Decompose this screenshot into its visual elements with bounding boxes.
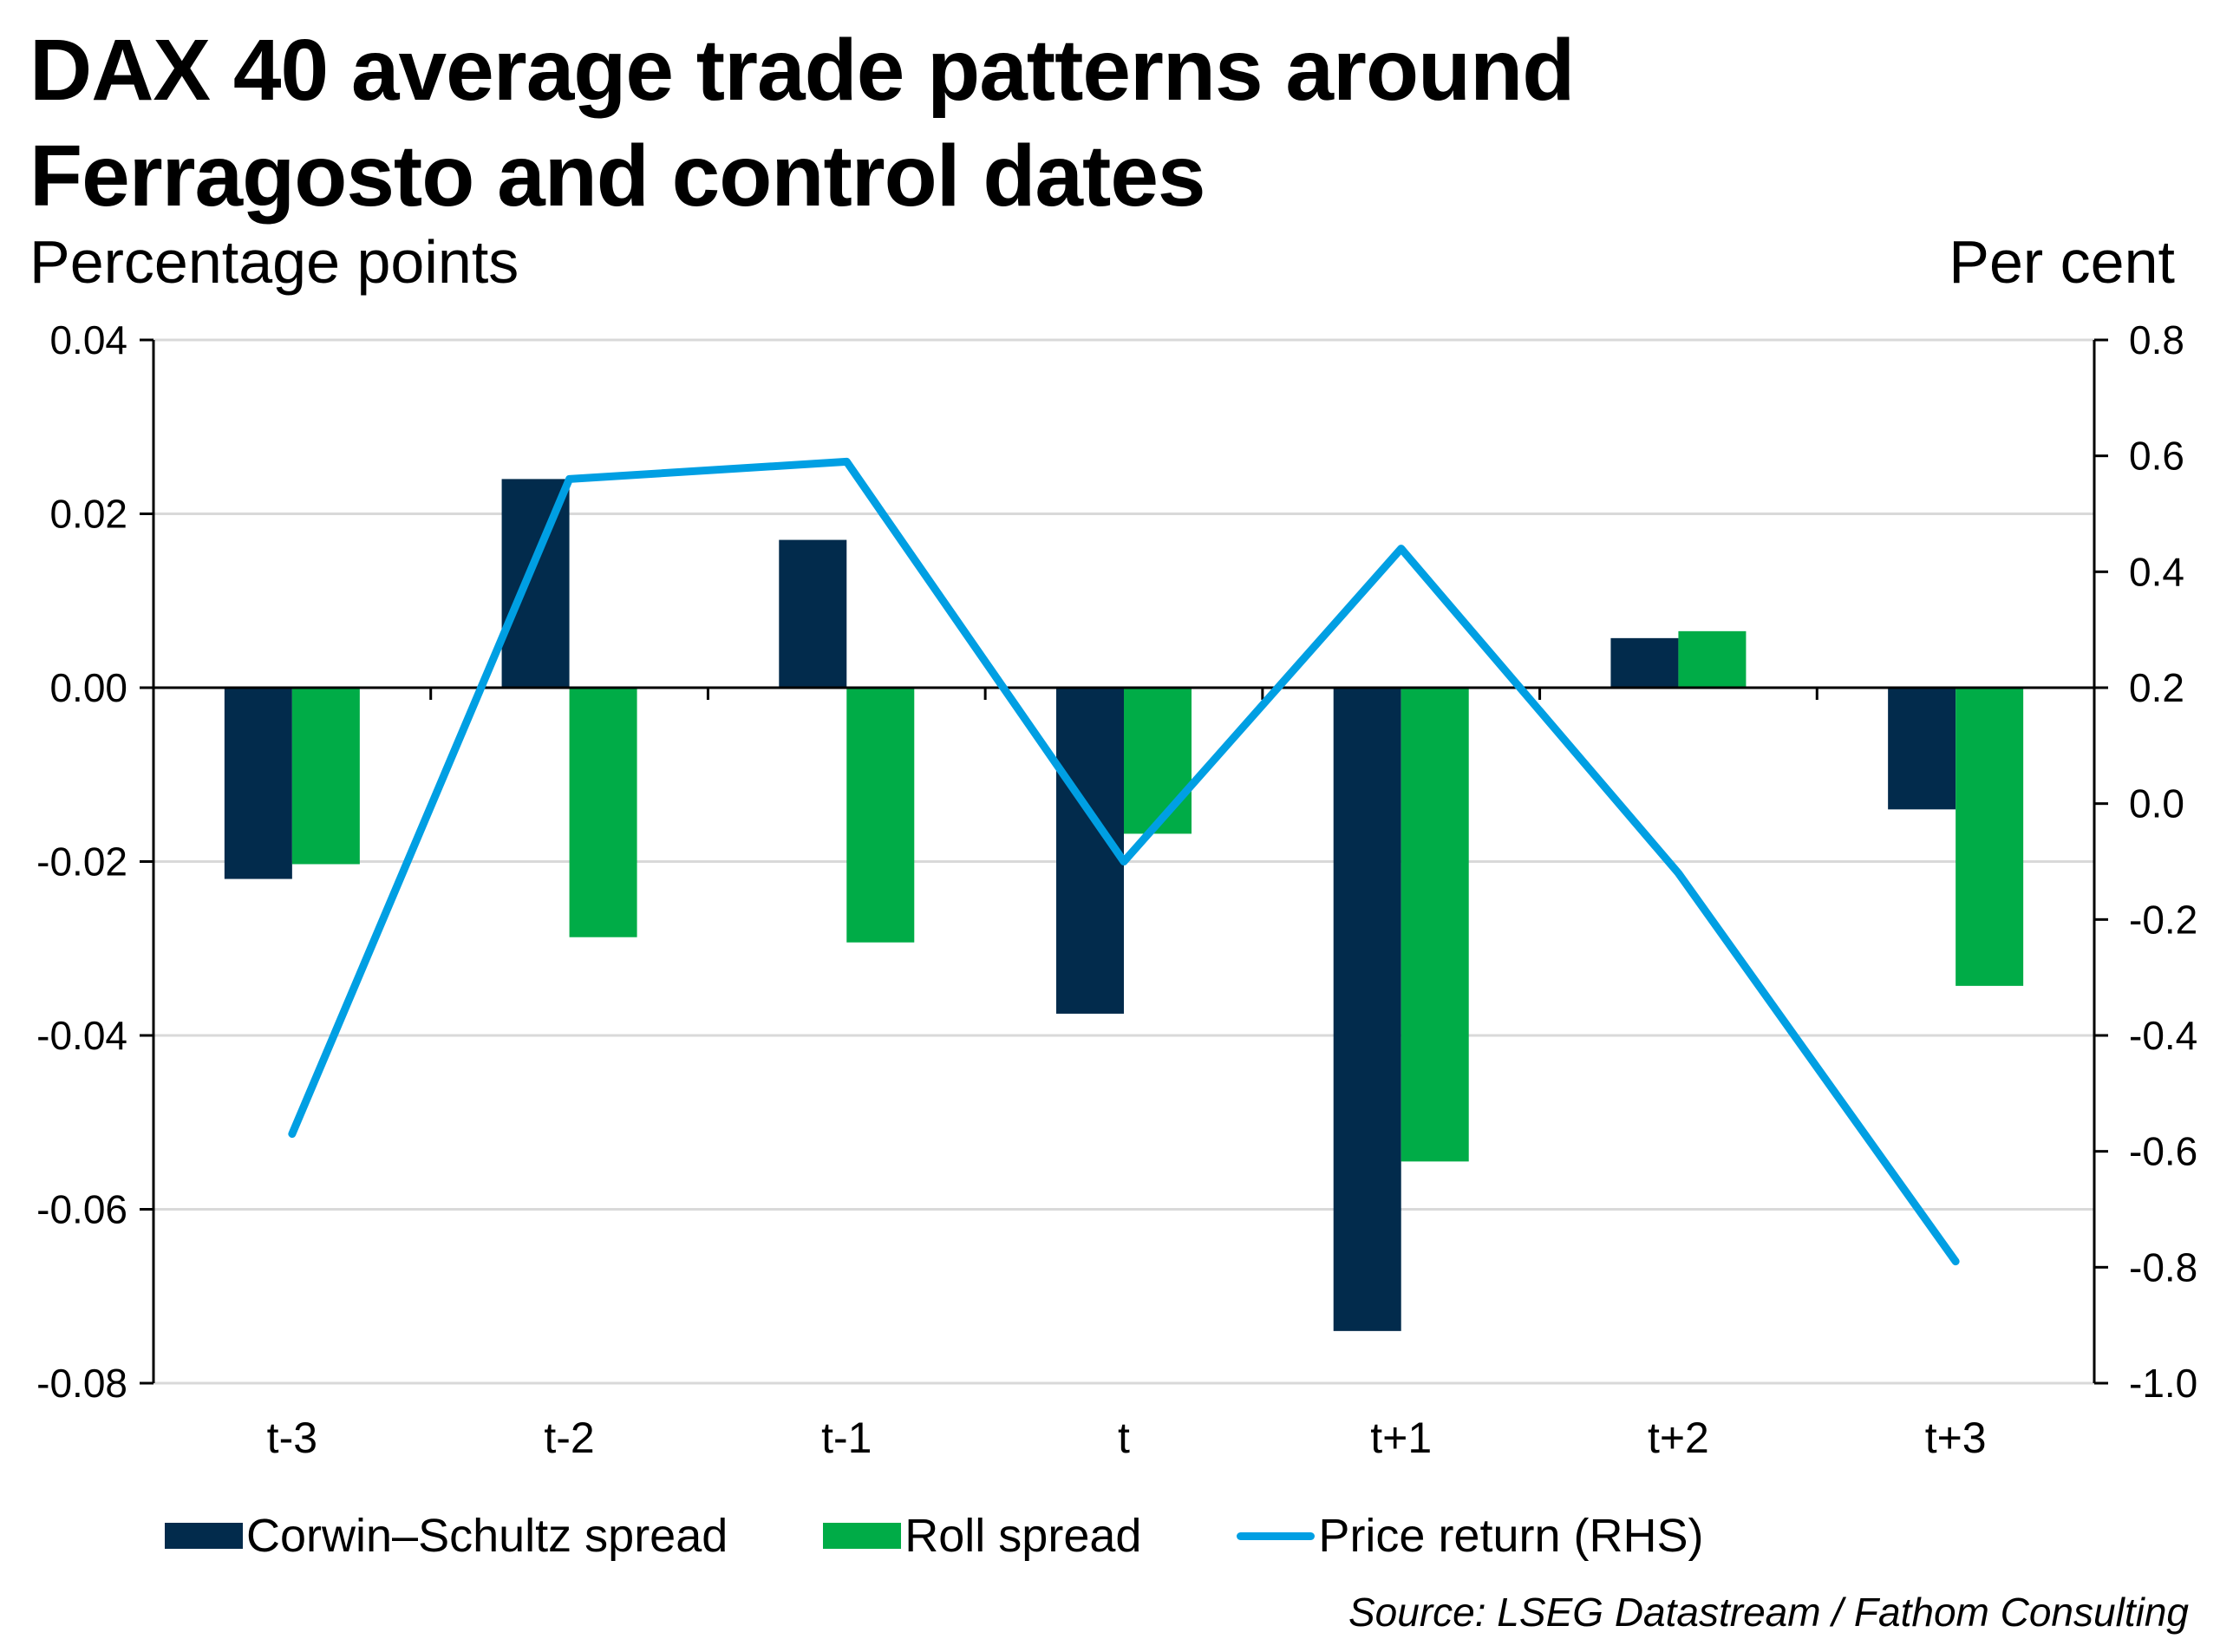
right-axis-tick-label: 0.8 <box>2129 317 2184 362</box>
legend-swatch-corwin-schultz <box>165 1523 243 1549</box>
category-label: t+2 <box>1648 1414 1709 1462</box>
right-axis-tick-label: -1.0 <box>2129 1361 2197 1406</box>
bar-corwin-schultz <box>1610 637 1679 688</box>
right-axis-tick-label: 0.0 <box>2129 781 2184 826</box>
left-axis-tick-label: 0.04 <box>49 317 127 362</box>
bar-roll <box>291 688 360 865</box>
bar-roll <box>846 688 915 943</box>
left-axis-unit-label: Percentage points <box>29 228 519 296</box>
category-label: t+1 <box>1370 1414 1432 1462</box>
chart-title-line-1: DAX 40 average trade patterns around <box>29 22 1575 119</box>
bar-roll <box>1124 688 1192 834</box>
left-axis-tick-label: 0.00 <box>49 665 127 710</box>
left-axis-tick-label: -0.02 <box>36 839 127 885</box>
left-axis-tick-label: -0.06 <box>36 1187 127 1232</box>
bar-corwin-schultz <box>1888 688 1956 810</box>
category-label: t-1 <box>821 1414 872 1462</box>
legend-label-roll: Roll spread <box>904 1510 1142 1562</box>
source-note: Source: LSEG Datastream / Fathom Consult… <box>1348 1590 2189 1635</box>
bars <box>224 479 2024 1331</box>
right-axis-tick-label: 0.2 <box>2129 665 2184 710</box>
chart-title: DAX 40 average trade patterns around Fer… <box>29 17 1575 229</box>
right-axis-tick-label: 0.6 <box>2129 434 2184 479</box>
right-axis-tick-label: -0.6 <box>2129 1129 2197 1174</box>
left-axis-tick-label: 0.02 <box>49 492 127 537</box>
bar-corwin-schultz <box>1333 688 1401 1331</box>
bar-corwin-schultz <box>779 539 847 688</box>
right-axis-unit-label: Per cent <box>1949 228 2175 296</box>
legend-label-corwin-schultz: Corwin–Schultz spread <box>246 1510 728 1562</box>
price-return-line-group <box>288 457 1960 1266</box>
bar-roll <box>1678 630 1747 688</box>
right-axis-tick-label: -0.2 <box>2129 897 2197 942</box>
gridlines <box>153 338 2094 1385</box>
right-axis-tick-label: -0.8 <box>2129 1244 2197 1290</box>
legend: Corwin–Schultz spread Roll spread Price … <box>165 1509 1799 1563</box>
bar-roll <box>1956 688 2024 986</box>
chart-title-line-2: Ferragosto and control dates <box>29 127 1206 225</box>
legend-item-corwin-schultz: Corwin–Schultz spread <box>165 1509 728 1563</box>
right-axis-tick-label: 0.4 <box>2129 549 2184 594</box>
legend-swatch-roll <box>823 1523 902 1549</box>
bar-roll <box>1401 688 1469 1162</box>
legend-item-price-return: Price return (RHS) <box>1237 1509 1704 1563</box>
category-label: t+3 <box>1925 1414 1987 1462</box>
category-label: t-3 <box>267 1414 317 1462</box>
left-axis-tick-label: -0.04 <box>36 1013 127 1058</box>
left-axis-tick-label: -0.08 <box>36 1361 127 1406</box>
right-axis-tick-label: -0.4 <box>2129 1013 2197 1058</box>
bar-corwin-schultz <box>224 688 292 879</box>
legend-swatch-price-return <box>1237 1531 1316 1540</box>
tick-labels: 0.04 0.02 0.00 -0.02 -0.04 -0.06 -0.08 0.8 0.6 0.… <box>36 317 2197 1462</box>
legend-item-roll: Roll spread <box>823 1509 1141 1563</box>
category-label: t <box>1118 1414 1130 1462</box>
legend-label-price-return: Price return (RHS) <box>1318 1510 1704 1562</box>
category-label: t-2 <box>544 1414 594 1462</box>
bar-roll <box>569 688 637 937</box>
